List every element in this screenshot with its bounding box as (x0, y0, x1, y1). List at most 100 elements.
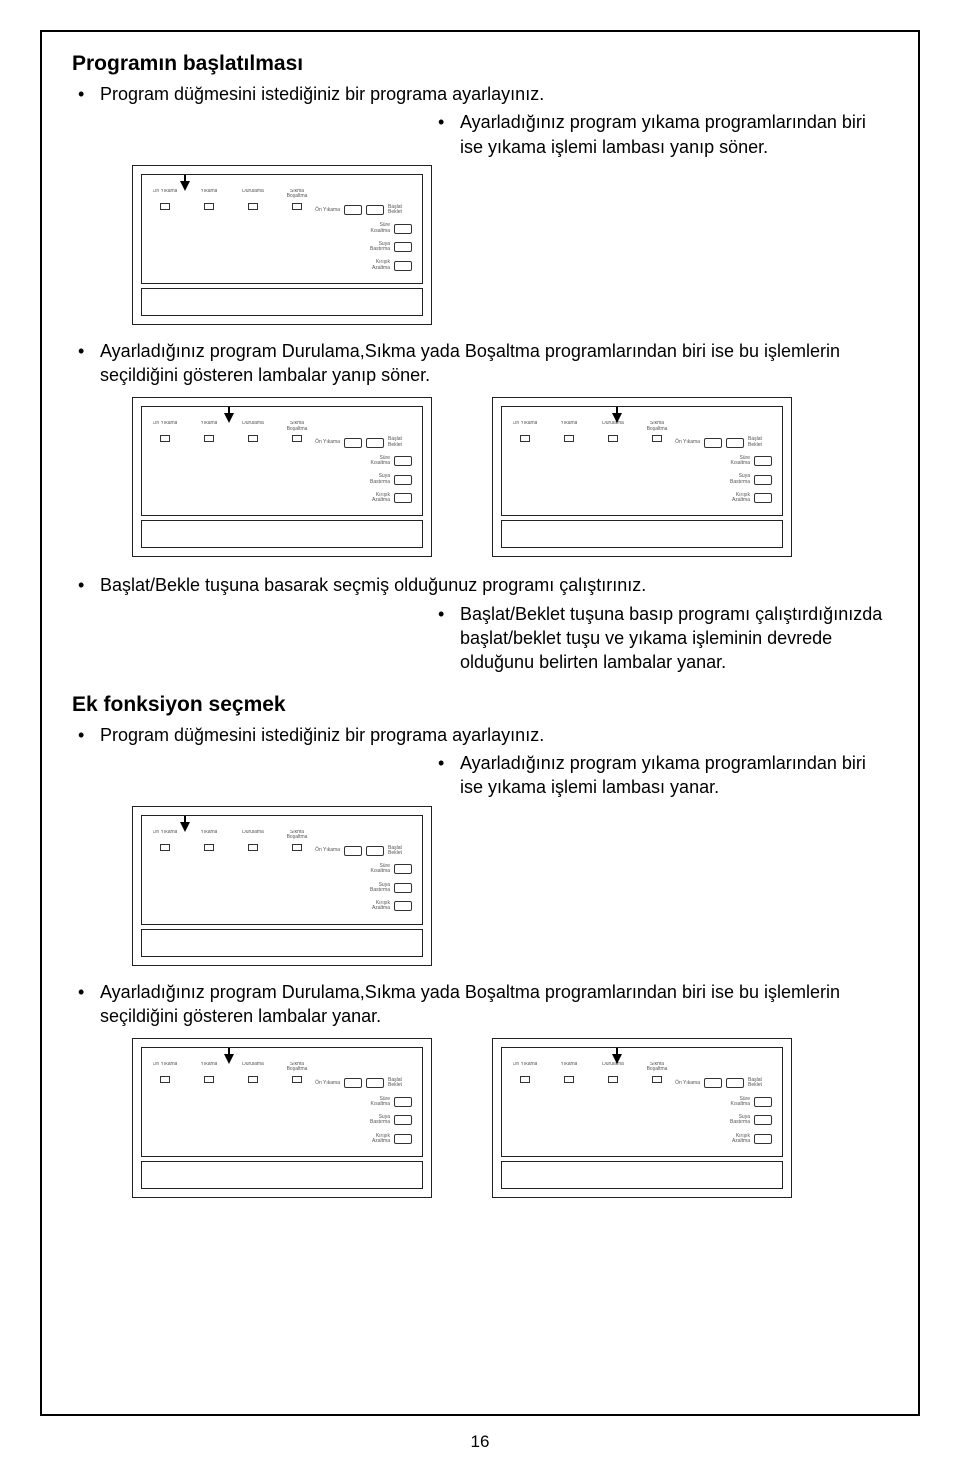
panel-start-label: Başlat Beklet (388, 437, 412, 448)
section2-title: Ek fonksiyon seçmek (72, 693, 888, 717)
panel-indicator-label: Sıkma Boşaltma (284, 830, 310, 842)
panel-indicator-label: Yıkama (201, 421, 218, 433)
arrow-down-icon (612, 413, 622, 423)
panel-option-label: Suya Bastırma (362, 242, 390, 253)
panel-indicator (204, 844, 214, 851)
panel-indicator (564, 435, 574, 442)
panel-option-button[interactable] (754, 475, 772, 485)
panel-indicator (564, 1076, 574, 1083)
panel-option-button[interactable] (394, 242, 412, 252)
panel-option-button[interactable] (394, 261, 412, 271)
panel-option-button[interactable] (344, 846, 362, 856)
panel-indicator-label: Yıkama (201, 830, 218, 842)
section2-list: Program düğmesini istediğiniz bir progra… (72, 723, 888, 800)
panel-option-label: Süre Kısaltma (362, 864, 390, 875)
panel-option-button[interactable] (754, 493, 772, 503)
control-panel: Ön YıkamaYıkamaDurulamaSıkma BoşaltmaÖn … (132, 806, 432, 966)
section1-item: Program düğmesini istediğiniz bir progra… (72, 82, 888, 106)
panel-start-label: Başlat Beklet (388, 846, 412, 857)
panel-indicator-label: Sıkma Boşaltma (284, 421, 310, 433)
panel-indicator (292, 435, 302, 442)
panel-start-button[interactable] (726, 438, 744, 448)
panel-indicator (608, 435, 618, 442)
panel-indicator-label: Ön Yıkama (153, 1062, 178, 1074)
section2-item: Program düğmesini istediğiniz bir progra… (72, 723, 888, 747)
control-panel: Ön YıkamaYıkamaDurulamaSıkma BoşaltmaÖn … (492, 1038, 792, 1198)
panel-indicator-label: Yıkama (561, 421, 578, 433)
panel-indicator (160, 1076, 170, 1083)
panel-container: Ön YıkamaYıkamaDurulamaSıkma BoşaltmaÖn … (132, 806, 888, 966)
panel-indicator (204, 203, 214, 210)
panel-option-button[interactable] (754, 1134, 772, 1144)
panel-option-button[interactable] (394, 883, 412, 893)
panel-indicator-label: Sıkma Boşaltma (284, 189, 310, 201)
panel-option-button[interactable] (394, 1115, 412, 1125)
panel-option-button[interactable] (394, 901, 412, 911)
section1-item: Başlat/Beklet tuşuna basıp programı çalı… (432, 602, 888, 675)
panel-indicator (248, 844, 258, 851)
arrow-down-icon (612, 1054, 622, 1064)
panel-start-button[interactable] (726, 1078, 744, 1088)
panel-start-button[interactable] (366, 205, 384, 215)
panel-start-button[interactable] (366, 846, 384, 856)
panel-option-button[interactable] (394, 1134, 412, 1144)
panel-start-label: Başlat Beklet (748, 437, 772, 448)
panel-option-button[interactable] (704, 1078, 722, 1088)
panel-indicator (292, 203, 302, 210)
panel-option-label: Ön Yıkama (312, 208, 340, 213)
panel-indicator-label: Sıkma Boşaltma (644, 1062, 670, 1074)
panel-option-button[interactable] (344, 438, 362, 448)
panel-option-button[interactable] (754, 456, 772, 466)
arrow-down-icon (224, 1054, 234, 1064)
panel-option-label: Ön Yıkama (312, 440, 340, 445)
panel-start-button[interactable] (366, 438, 384, 448)
panel-indicator (204, 435, 214, 442)
panel-option-button[interactable] (704, 438, 722, 448)
page-content: Programın başlatılması Program düğmesini… (40, 30, 920, 1416)
panel-option-button[interactable] (394, 456, 412, 466)
panel-indicator-label: Durulama (242, 421, 264, 433)
panel-indicator-label: Sıkma Boşaltma (644, 421, 670, 433)
panel-start-label: Başlat Beklet (388, 205, 412, 216)
panel-row: Ön YıkamaYıkamaDurulamaSıkma BoşaltmaÖn … (132, 1038, 888, 1198)
panel-indicator-label: Ön Yıkama (153, 830, 178, 842)
section2-item: Ayarladığınız program Durulama,Sıkma yad… (72, 980, 888, 1029)
panel-start-button[interactable] (366, 1078, 384, 1088)
panel-indicator-label: Yıkama (561, 1062, 578, 1074)
control-panel: Ön YıkamaYıkamaDurulamaSıkma BoşaltmaÖn … (132, 165, 432, 325)
panel-option-label: Süre Kısaltma (722, 456, 750, 467)
panel-option-button[interactable] (394, 1097, 412, 1107)
panel-option-label: Suya Bastırma (722, 1115, 750, 1126)
section1-item: Ayarladığınız program Durulama,Sıkma yad… (72, 339, 888, 388)
page-number: 16 (0, 1432, 960, 1452)
section1-item: Ayarladığınız program yıkama programları… (432, 110, 888, 159)
panel-option-label: Kırışık Azaltma (362, 1134, 390, 1145)
panel-option-label: Süre Kısaltma (362, 1097, 390, 1108)
panel-option-button[interactable] (394, 475, 412, 485)
panel-indicator-label: Ön Yıkama (513, 421, 538, 433)
panel-start-label: Başlat Beklet (748, 1078, 772, 1089)
panel-option-label: Kırışık Azaltma (362, 901, 390, 912)
panel-indicator-label: Durulama (242, 189, 264, 201)
panel-option-label: Ön Yıkama (672, 440, 700, 445)
panel-option-button[interactable] (394, 224, 412, 234)
panel-option-button[interactable] (394, 864, 412, 874)
panel-indicator (608, 1076, 618, 1083)
panel-option-button[interactable] (754, 1097, 772, 1107)
panel-option-button[interactable] (754, 1115, 772, 1125)
panel-indicator (652, 435, 662, 442)
panel-option-button[interactable] (344, 205, 362, 215)
panel-indicator-label: Ön Yıkama (513, 1062, 538, 1074)
panel-indicator (204, 1076, 214, 1083)
panel-indicator (520, 435, 530, 442)
section1-list3: Başlat/Bekle tuşuna basarak seçmiş olduğ… (72, 573, 888, 674)
panel-option-button[interactable] (344, 1078, 362, 1088)
section1-item: Başlat/Bekle tuşuna basarak seçmiş olduğ… (72, 573, 888, 597)
panel-indicator (292, 1076, 302, 1083)
section1-list: Program düğmesini istediğiniz bir progra… (72, 82, 888, 159)
section1-title: Programın başlatılması (72, 52, 888, 76)
panel-indicator (160, 435, 170, 442)
panel-indicator (248, 1076, 258, 1083)
panel-option-button[interactable] (394, 493, 412, 503)
control-panel: Ön YıkamaYıkamaDurulamaSıkma BoşaltmaÖn … (132, 397, 432, 557)
